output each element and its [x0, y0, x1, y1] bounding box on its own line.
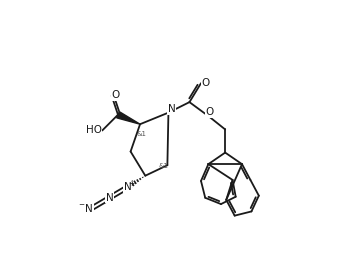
Text: O: O	[205, 107, 214, 117]
Text: HO: HO	[86, 125, 102, 135]
Text: +: +	[129, 179, 135, 188]
Polygon shape	[117, 112, 140, 124]
Text: O: O	[111, 90, 120, 100]
Text: &1: &1	[159, 163, 169, 169]
Text: &1: &1	[137, 131, 147, 137]
Text: $\mathsf{{}^{-}N}$: $\mathsf{{}^{-}N}$	[78, 202, 93, 214]
Text: O: O	[201, 78, 209, 88]
Text: N: N	[168, 105, 176, 114]
Text: N: N	[123, 182, 131, 192]
Text: N: N	[106, 193, 114, 203]
